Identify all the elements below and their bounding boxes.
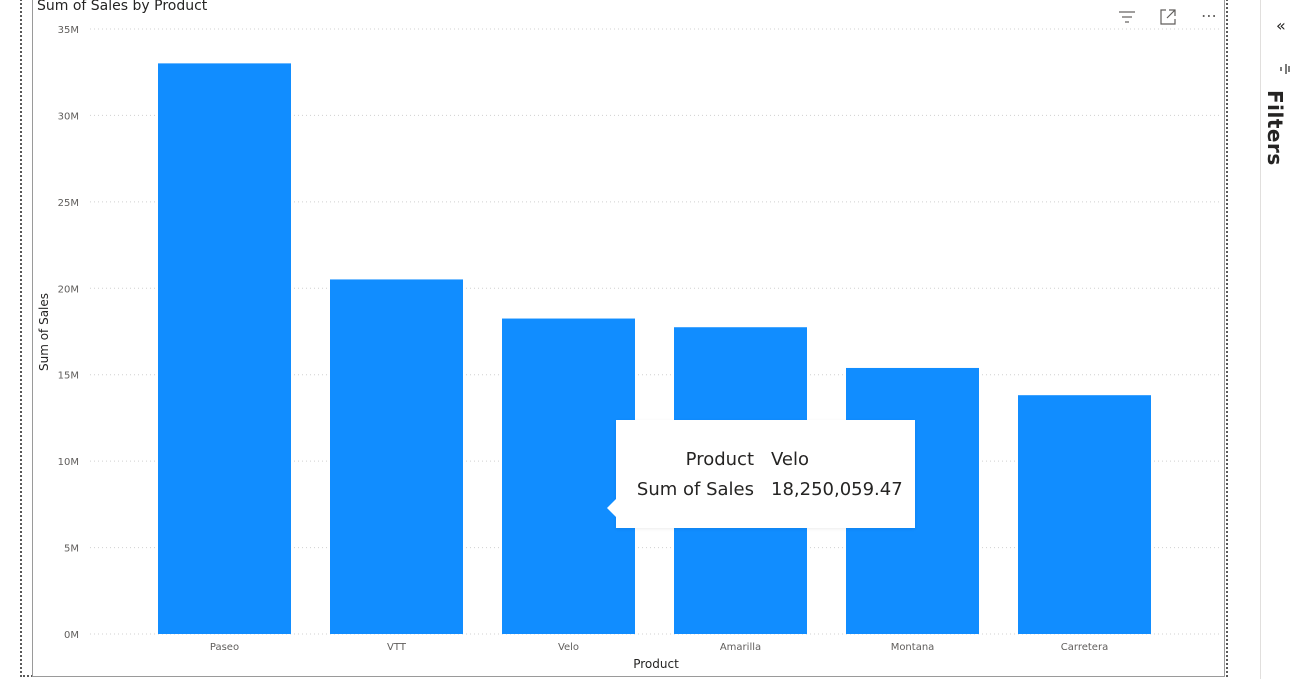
filter-icon[interactable] — [1116, 6, 1138, 28]
y-tick-label: 30M — [58, 111, 79, 122]
filter-pane-icon — [1280, 60, 1290, 79]
x-tick-label: Amarilla — [720, 642, 761, 653]
y-tick-label: 15M — [58, 371, 79, 382]
y-tick-label: 25M — [58, 198, 79, 209]
bar-carretera[interactable] — [1018, 395, 1151, 634]
bar-paseo[interactable] — [158, 63, 291, 635]
y-axis-ticks: 0M 5M 10M 15M 20M 25M 30M 35M — [58, 25, 79, 641]
collapse-pane-icon[interactable]: « — [1276, 16, 1286, 35]
y-tick-label: 35M — [58, 25, 79, 36]
filters-pane-label[interactable]: Filters — [1263, 90, 1287, 166]
y-tick-label: 20M — [58, 284, 79, 295]
x-tick-label: Paseo — [210, 642, 239, 653]
tooltip: Product Velo Sum of Sales 18,250,059.47 — [607, 420, 915, 528]
y-tick-label: 0M — [64, 630, 79, 641]
more-options-icon[interactable]: ⋯ — [1201, 5, 1217, 25]
x-axis-ticks: Paseo VTT Velo Amarilla Montana Carretera — [210, 642, 1108, 653]
tooltip-value-product: Velo — [771, 449, 810, 470]
x-tick-label: Velo — [558, 642, 579, 653]
tooltip-key-sales: Sum of Sales — [636, 479, 754, 500]
y-tick-label: 5M — [64, 544, 79, 555]
y-tick-label: 10M — [58, 457, 79, 468]
y-axis-title: Sum of Sales — [37, 293, 51, 371]
chart-title: Sum of Sales by Product — [37, 0, 208, 14]
filter-pane[interactable] — [1260, 0, 1294, 679]
x-axis-title: Product — [633, 657, 679, 671]
x-tick-label: Carretera — [1061, 642, 1108, 653]
x-tick-label: VTT — [387, 642, 407, 653]
tooltip-value-sales: 18,250,059.47 — [771, 479, 903, 500]
bar-velo[interactable] — [502, 318, 635, 634]
tooltip-key-product: Product — [685, 449, 754, 470]
bars — [158, 63, 1151, 635]
tooltip-arrow — [607, 499, 616, 517]
x-tick-label: Montana — [891, 642, 935, 653]
focus-mode-icon[interactable] — [1157, 6, 1179, 28]
bar-vtt[interactable] — [330, 279, 463, 634]
